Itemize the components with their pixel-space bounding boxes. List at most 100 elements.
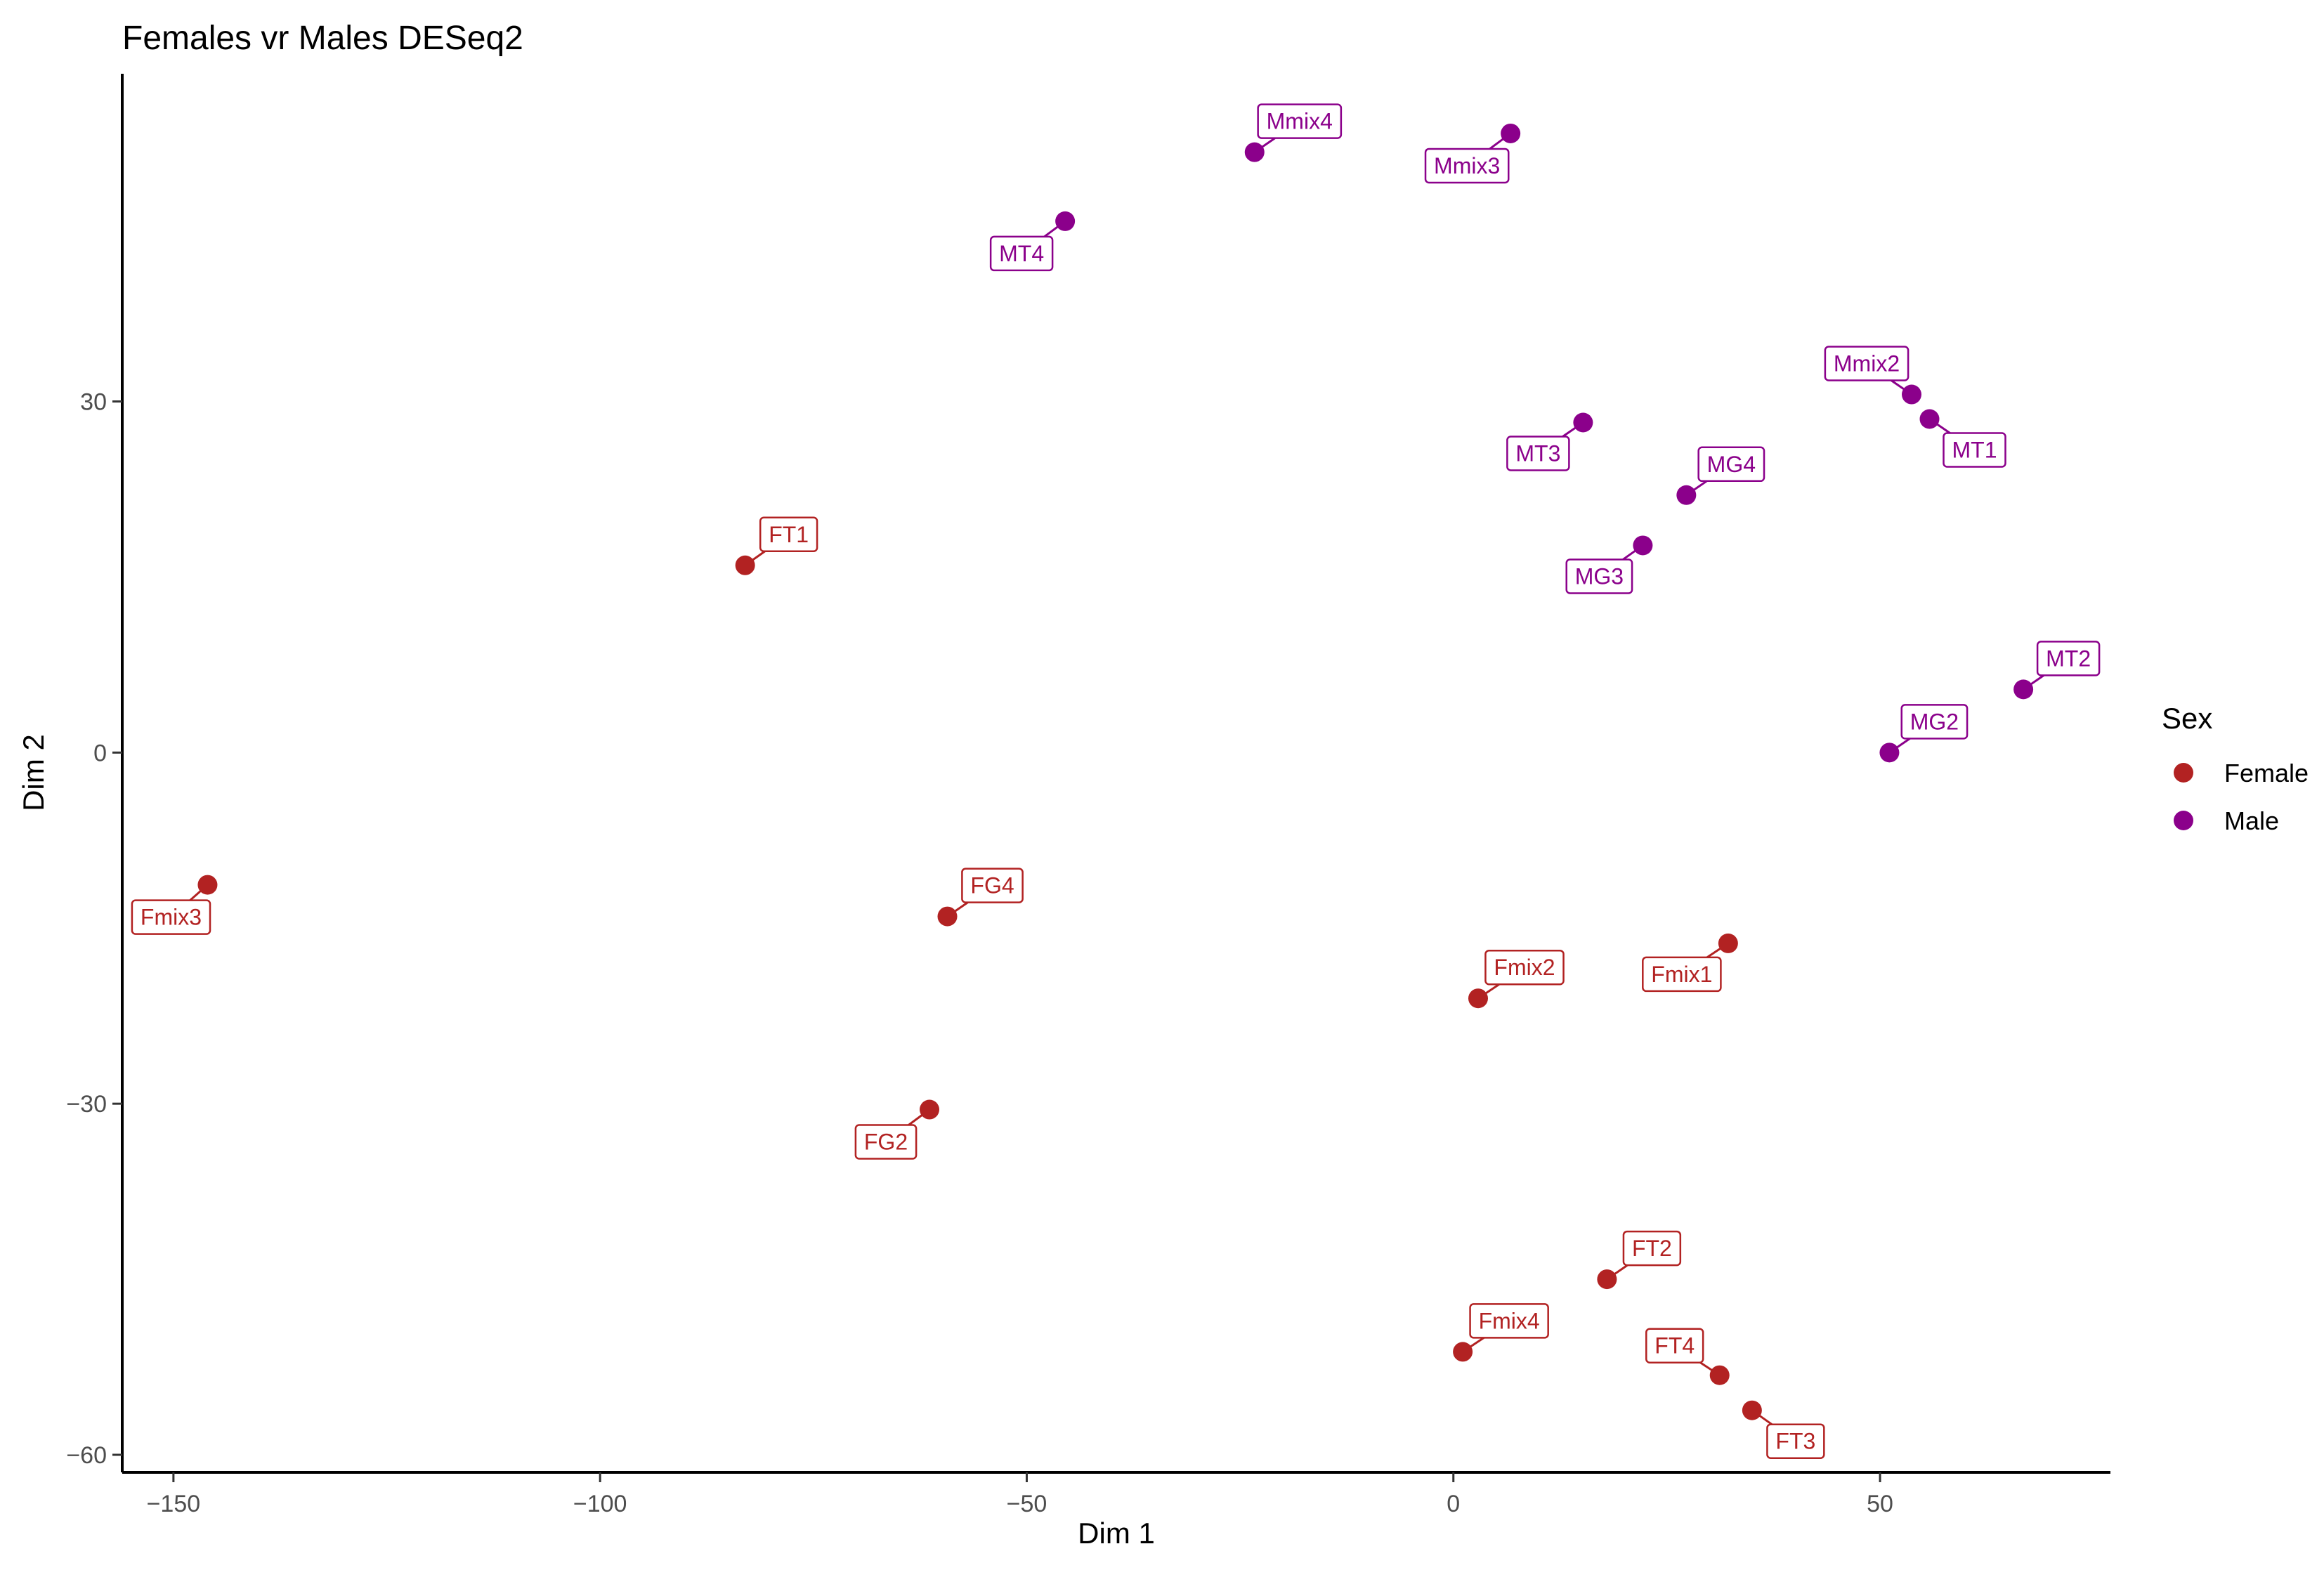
label-box: [2036, 641, 2101, 676]
y-tick-label: 30: [80, 389, 107, 416]
data-point-mt2: [2013, 679, 2034, 700]
data-point-ft3: [1742, 1400, 1762, 1420]
label-text: FT1: [769, 522, 809, 547]
point-label-fg2: FG2: [854, 1124, 918, 1160]
data-point-fmix1: [1718, 933, 1738, 953]
label-box: [1642, 956, 1722, 993]
data-point-mmix4: [1244, 142, 1265, 162]
data-point-mt3: [1573, 412, 1593, 433]
y-tick-label: −60: [66, 1442, 107, 1469]
label-box: [1565, 558, 1633, 594]
label-text: FT4: [1654, 1333, 1695, 1359]
label-text: Fmix4: [1479, 1308, 1540, 1333]
legend-key-male: [2174, 811, 2193, 830]
label-box: [1645, 1328, 1704, 1363]
x-tick-label: −100: [573, 1491, 627, 1517]
data-point-fg4: [937, 906, 958, 927]
label-box: [1506, 436, 1570, 471]
label-box: [1824, 346, 1910, 381]
label-box: [1943, 432, 2006, 468]
point-label-fmix4: Fmix4: [1469, 1303, 1549, 1339]
data-point-fmix2: [1468, 988, 1488, 1009]
label-box: [961, 868, 1024, 903]
point-label-ft1: FT1: [759, 516, 818, 553]
point-label-mmix2: Mmix2: [1824, 346, 1910, 381]
data-point-ft1: [735, 555, 755, 575]
label-text: Mmix3: [1434, 153, 1500, 178]
data-point-mmix2: [1902, 384, 1921, 405]
label-text: FT2: [1632, 1236, 1672, 1261]
point-label-fmix3: Fmix3: [131, 899, 211, 935]
chart-title: Females vr Males DESeq2: [122, 20, 523, 57]
y-axis-ticks: −60 −30 0 30: [66, 389, 122, 1469]
label-text: Fmix2: [1494, 955, 1555, 980]
point-labels: FT1 Fmix3 FG4 FG2 Fmix2 Fmix1 FT2 Fmix4 FT4 FT3 Mm…: [131, 103, 2101, 1459]
legend-label-female: Female: [2224, 759, 2309, 787]
data-point-mt1: [1919, 409, 1940, 429]
points: [197, 123, 2034, 1420]
y-tick-label: −30: [66, 1091, 107, 1118]
label-box: [1766, 1423, 1825, 1459]
x-tick-label: −50: [1007, 1491, 1047, 1517]
x-tick-label: 50: [1867, 1491, 1893, 1517]
point-label-fmix2: Fmix2: [1484, 949, 1565, 986]
label-text: MT4: [999, 241, 1044, 266]
label-text: MG3: [1575, 563, 1624, 589]
label-text: Mmix2: [1834, 351, 1900, 377]
data-point-fg2: [920, 1099, 940, 1120]
label-text: MT1: [1952, 438, 1997, 463]
point-label-fg4: FG4: [961, 868, 1024, 903]
label-text: FG2: [864, 1130, 908, 1155]
legend-title: Sex: [2162, 702, 2212, 735]
label-text: Mmix4: [1267, 109, 1333, 134]
label-text: MT2: [2046, 646, 2091, 671]
label-box: [1622, 1230, 1682, 1267]
label-box: [854, 1124, 918, 1160]
y-tick-label: 0: [93, 740, 107, 766]
point-label-ft2: FT2: [1622, 1230, 1682, 1267]
label-text: MG2: [1910, 709, 1959, 734]
y-axis-title: Dim 2: [17, 734, 50, 811]
x-tick-label: 0: [1447, 1491, 1460, 1517]
label-box: [759, 516, 818, 553]
label-box: [1484, 949, 1565, 986]
point-label-ft3: FT3: [1766, 1423, 1825, 1459]
point-label-mt1: MT1: [1943, 432, 2006, 468]
point-label-mg2: MG2: [1900, 704, 1969, 740]
data-point-mmix3: [1501, 123, 1521, 143]
label-text: FT3: [1775, 1429, 1815, 1454]
plot-area: FT1 Fmix3 FG4 FG2 Fmix2 Fmix1 FT2 Fmix4 FT4 FT3 Mm…: [131, 103, 2101, 1459]
data-point-mg2: [1879, 743, 1900, 763]
label-box: [1257, 103, 1343, 139]
point-label-fmix1: Fmix1: [1642, 956, 1722, 993]
data-point-ft4: [1709, 1365, 1730, 1385]
x-axis-ticks: −150 −100 −50 0 50: [147, 1472, 1893, 1517]
label-box: [1697, 446, 1765, 483]
point-label-mt3: MT3: [1506, 436, 1570, 471]
point-label-mg4: MG4: [1697, 446, 1765, 483]
legend: Sex Female Male: [2162, 702, 2309, 835]
label-text: MG4: [1707, 452, 1756, 477]
label-box: [1900, 704, 1969, 740]
label-box: [989, 235, 1054, 272]
point-label-mt2: MT2: [2036, 641, 2101, 676]
x-tick-label: −150: [147, 1491, 201, 1517]
label-text: Fmix1: [1651, 962, 1712, 987]
data-point-mg3: [1633, 535, 1653, 556]
point-label-mg3: MG3: [1565, 558, 1633, 594]
data-point-fmix3: [197, 875, 218, 895]
data-point-fmix4: [1453, 1342, 1473, 1362]
point-label-mt4: MT4: [989, 235, 1054, 272]
data-point-mt4: [1055, 211, 1076, 231]
label-text: FG4: [970, 873, 1014, 898]
point-label-mmix3: Mmix3: [1424, 148, 1510, 184]
x-axis-title: Dim 1: [1078, 1517, 1155, 1550]
point-label-ft4: FT4: [1645, 1328, 1704, 1363]
point-label-mmix4: Mmix4: [1257, 103, 1343, 139]
data-point-ft2: [1597, 1269, 1617, 1290]
label-text: MT3: [1515, 441, 1560, 466]
label-box: [1469, 1303, 1549, 1339]
data-point-mg4: [1676, 485, 1697, 505]
label-text: Fmix3: [141, 905, 202, 930]
